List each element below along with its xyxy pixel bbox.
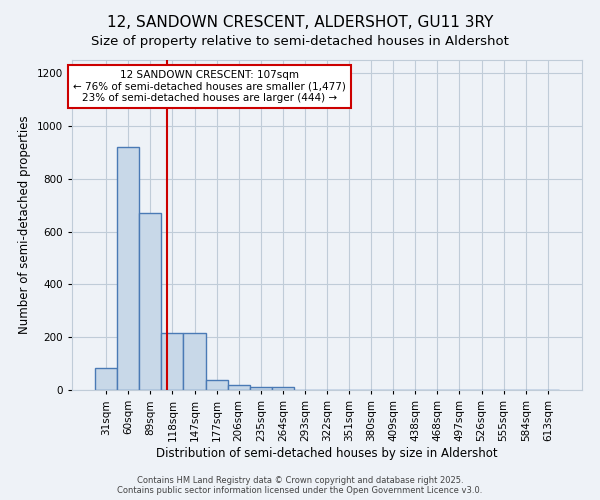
Text: 12, SANDOWN CRESCENT, ALDERSHOT, GU11 3RY: 12, SANDOWN CRESCENT, ALDERSHOT, GU11 3R…	[107, 15, 493, 30]
Bar	[272, 388, 294, 390]
Text: Size of property relative to semi-detached houses in Aldershot: Size of property relative to semi-detach…	[91, 35, 509, 48]
Bar	[95, 368, 117, 390]
Bar	[161, 333, 184, 390]
Y-axis label: Number of semi-detached properties: Number of semi-detached properties	[18, 116, 31, 334]
Bar	[250, 388, 272, 390]
X-axis label: Distribution of semi-detached houses by size in Aldershot: Distribution of semi-detached houses by …	[156, 446, 498, 460]
Text: 12 SANDOWN CRESCENT: 107sqm
← 76% of semi-detached houses are smaller (1,477)
23: 12 SANDOWN CRESCENT: 107sqm ← 76% of sem…	[73, 70, 346, 103]
Bar	[227, 384, 250, 390]
Bar	[184, 333, 206, 390]
Bar	[117, 147, 139, 390]
Bar	[206, 380, 227, 390]
Bar	[139, 213, 161, 390]
Text: Contains HM Land Registry data © Crown copyright and database right 2025.
Contai: Contains HM Land Registry data © Crown c…	[118, 476, 482, 495]
